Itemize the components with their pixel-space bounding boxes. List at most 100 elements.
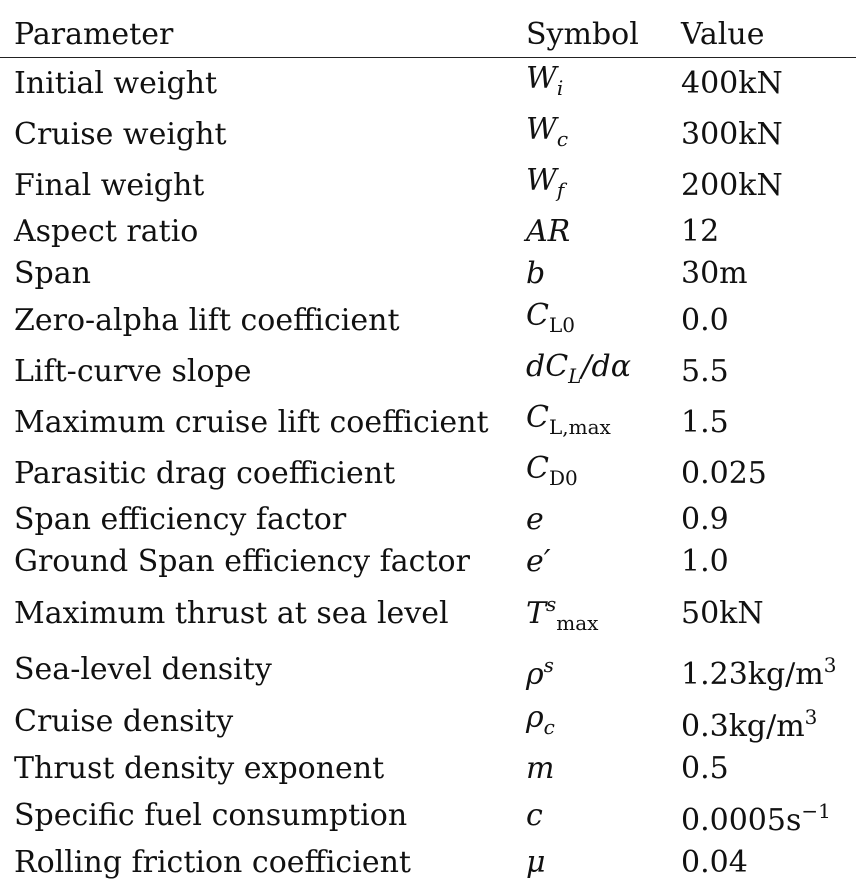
value-text: 0.9 bbox=[681, 502, 729, 537]
parameter-symbol: e′ bbox=[526, 541, 681, 583]
symbol-subscript: L,max bbox=[549, 415, 611, 439]
parameter-symbol: c bbox=[526, 790, 681, 842]
symbol-base: W bbox=[526, 112, 557, 147]
value-text: 200kN bbox=[681, 168, 783, 203]
symbol-base: C bbox=[526, 451, 549, 486]
parameter-name: Maximum thrust at sea level bbox=[0, 583, 526, 644]
parameter-symbol: μ bbox=[526, 842, 681, 884]
parameter-value: 5.5 bbox=[681, 346, 856, 397]
symbol-subscript: max bbox=[556, 611, 598, 635]
symbol-base: C bbox=[526, 400, 549, 435]
symbol-base: e′ bbox=[526, 544, 551, 579]
parameter-symbol: Wf bbox=[526, 160, 681, 211]
symbol-base: T bbox=[526, 596, 546, 631]
value-text: 400kN bbox=[681, 66, 783, 101]
parameter-name: Span bbox=[0, 253, 526, 295]
value-text: 1.0 bbox=[681, 544, 729, 579]
parameter-name: Aspect ratio bbox=[0, 211, 526, 253]
parameter-name: Specific fuel consumption bbox=[0, 790, 526, 842]
parameter-name: Maximum cruise lift coefficient bbox=[0, 397, 526, 448]
value-superscript: 3 bbox=[824, 653, 837, 677]
value-text: 50kN bbox=[681, 596, 764, 631]
parameter-value: 0.0005s−1 bbox=[681, 790, 856, 842]
parameter-value: 0.0 bbox=[681, 295, 856, 346]
parameter-symbol: m bbox=[526, 748, 681, 790]
parameter-name: Lift-curve slope bbox=[0, 346, 526, 397]
value-text: 0.0 bbox=[681, 303, 729, 338]
parameter-value: 200kN bbox=[681, 160, 856, 211]
parameter-symbol: Wi bbox=[526, 58, 681, 110]
parameter-name: Zero-alpha lift coefficient bbox=[0, 295, 526, 346]
parameter-value: 0.5 bbox=[681, 748, 856, 790]
parameter-value: 300kN bbox=[681, 109, 856, 160]
value-text: 300kN bbox=[681, 117, 783, 152]
parameter-value: 1.5 bbox=[681, 397, 856, 448]
parameter-value: 12 bbox=[681, 211, 856, 253]
symbol-base: W bbox=[526, 61, 557, 96]
parameter-name: Sea-level density bbox=[0, 644, 526, 696]
symbol-base: C bbox=[526, 298, 549, 333]
header-value: Value bbox=[681, 12, 856, 58]
value-text: 0.3kg/m bbox=[681, 709, 805, 744]
symbol-base: ρ bbox=[526, 700, 544, 735]
parameter-name: Rolling friction coefficient bbox=[0, 842, 526, 884]
parameter-value: 0.3kg/m3 bbox=[681, 696, 856, 748]
header-row: Parameter Symbol Value bbox=[0, 12, 856, 58]
parameter-name: Cruise weight bbox=[0, 109, 526, 160]
parameter-name: Span efficiency factor bbox=[0, 499, 526, 541]
value-text: 5.5 bbox=[681, 354, 729, 389]
symbol-base: c bbox=[526, 798, 543, 833]
parameter-value: 1.0 bbox=[681, 541, 856, 583]
symbol-superscript: s bbox=[546, 592, 556, 616]
value-text: 1.23kg/m bbox=[681, 657, 824, 692]
header-parameter: Parameter bbox=[0, 12, 526, 58]
value-superscript: −1 bbox=[801, 799, 830, 823]
value-text: 30m bbox=[681, 256, 748, 291]
symbol-tail: /dα bbox=[581, 349, 631, 384]
symbol-subscript: D0 bbox=[549, 466, 578, 490]
value-text: 0.04 bbox=[681, 845, 748, 880]
value-text: 0.5 bbox=[681, 751, 729, 786]
parameter-value: 0.025 bbox=[681, 448, 856, 499]
parameter-symbol: CL,max bbox=[526, 397, 681, 448]
parameter-name: Thrust density exponent bbox=[0, 748, 526, 790]
parameter-symbol: AR bbox=[526, 211, 681, 253]
parameter-symbol: CD0 bbox=[526, 448, 681, 499]
symbol-subscript: c bbox=[557, 127, 568, 151]
symbol-base: AR bbox=[526, 214, 570, 249]
symbol-subscript: c bbox=[544, 715, 555, 739]
parameter-value: 400kN bbox=[681, 58, 856, 110]
value-text: 0.025 bbox=[681, 456, 767, 491]
symbol-superscript: s bbox=[544, 653, 554, 677]
parameter-value: 0.04 bbox=[681, 842, 856, 884]
symbol-subscript: f bbox=[557, 178, 564, 202]
parameter-symbol: Tsmax bbox=[526, 583, 681, 644]
parameter-value: 30m bbox=[681, 253, 856, 295]
parameter-name: Initial weight bbox=[0, 58, 526, 110]
parameter-name: Final weight bbox=[0, 160, 526, 211]
parameter-value: 50kN bbox=[681, 583, 856, 644]
parameter-symbol: b bbox=[526, 253, 681, 295]
parameter-value: 0.9 bbox=[681, 499, 856, 541]
parameter-symbol: ρs bbox=[526, 644, 681, 696]
symbol-subscript: L bbox=[568, 364, 581, 388]
value-text: 1.5 bbox=[681, 405, 729, 440]
value-superscript: 3 bbox=[805, 705, 818, 729]
